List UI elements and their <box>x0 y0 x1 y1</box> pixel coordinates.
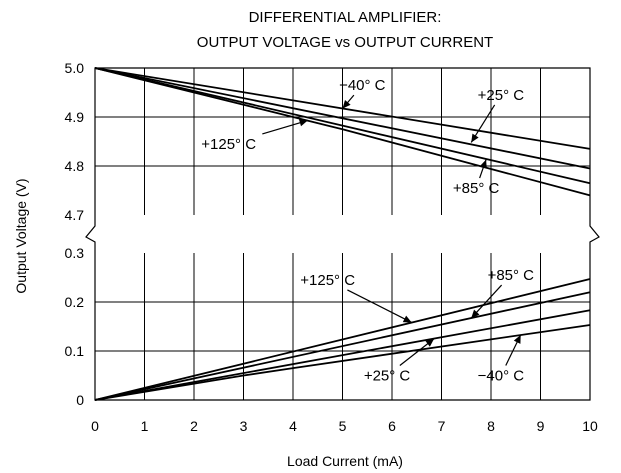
x-axis-label: Load Current (mA) <box>287 453 403 469</box>
series-line-lower <box>94 309 591 401</box>
x-tick-label: 1 <box>141 418 149 434</box>
series-group <box>94 67 591 401</box>
annotation-label: +125° C <box>300 272 355 289</box>
upper-panel-frame <box>94 67 591 215</box>
annotation-arrow <box>347 289 413 324</box>
series-line-upper <box>94 67 591 185</box>
annotation-arrowhead <box>471 309 480 319</box>
series-line-lower <box>94 324 591 401</box>
y-tick-label-lower: 0.1 <box>65 343 85 359</box>
series-line-upper <box>94 67 591 197</box>
y-tick-label-upper: 4.9 <box>65 109 85 125</box>
x-tick-label: 2 <box>190 418 198 434</box>
annotation-label: +85° C <box>488 267 535 284</box>
x-tick-label: 9 <box>537 418 545 434</box>
series-line-lower <box>94 291 591 401</box>
series-line-lower <box>94 278 591 401</box>
plot-frame <box>85 67 600 401</box>
x-tick-label: 7 <box>438 418 446 434</box>
series-line-upper <box>94 67 591 170</box>
annotation-label: +25° C <box>478 87 525 104</box>
annotation-arrowhead <box>342 100 351 109</box>
annotation-label: −40° C <box>478 368 525 385</box>
y-tick-label-lower: 0.2 <box>65 294 85 310</box>
annotation-arrowhead <box>513 334 521 344</box>
annotation-label: +25° C <box>364 368 411 385</box>
tick-labels: 0 1 2 3 4 5 6 7 8 9 10 4.7 4.8 4.9 5.0 0 0.1 0.2 0.3 <box>65 60 598 434</box>
x-tick-label: 0 <box>91 418 99 434</box>
annotation-label: −40° C <box>339 77 386 94</box>
x-tick-label: 8 <box>487 418 495 434</box>
x-tick-label: 5 <box>339 418 347 434</box>
axis-break-right <box>589 215 600 253</box>
y-tick-label-upper: 4.7 <box>65 207 85 223</box>
y-tick-label-upper: 4.8 <box>65 158 85 174</box>
x-tick-label: 10 <box>582 418 598 434</box>
y-axis-label: Output Voltage (V) <box>13 178 29 293</box>
annotation-label: +125° C <box>201 136 256 153</box>
x-tick-label: 3 <box>240 418 248 434</box>
y-tick-label-lower: 0.3 <box>65 245 85 261</box>
annotation-arrowhead <box>471 133 479 143</box>
y-tick-label-lower: 0 <box>76 392 84 408</box>
annotation-arrowhead <box>425 338 435 347</box>
annotation-arrowhead <box>479 159 487 169</box>
y-tick-label-upper: 5.0 <box>65 60 85 76</box>
annotation-arrowhead <box>298 119 308 127</box>
annotation-arrowhead <box>402 315 412 323</box>
lower-panel-frame <box>94 253 591 401</box>
chart-title-line-1: DIFFERENTIAL AMPLIFIER: <box>249 9 442 26</box>
x-tick-label: 4 <box>289 418 297 434</box>
grid <box>95 68 590 400</box>
x-tick-label: 6 <box>388 418 396 434</box>
annotations: −40° C +25° C +125° C +85° C +125° C +85° C +2… <box>201 77 534 384</box>
chart-title-line-2: OUTPUT VOLTAGE vs OUTPUT CURRENT <box>197 34 493 51</box>
annotation-label: +85° C <box>453 180 500 197</box>
axis-break-left <box>85 215 96 253</box>
